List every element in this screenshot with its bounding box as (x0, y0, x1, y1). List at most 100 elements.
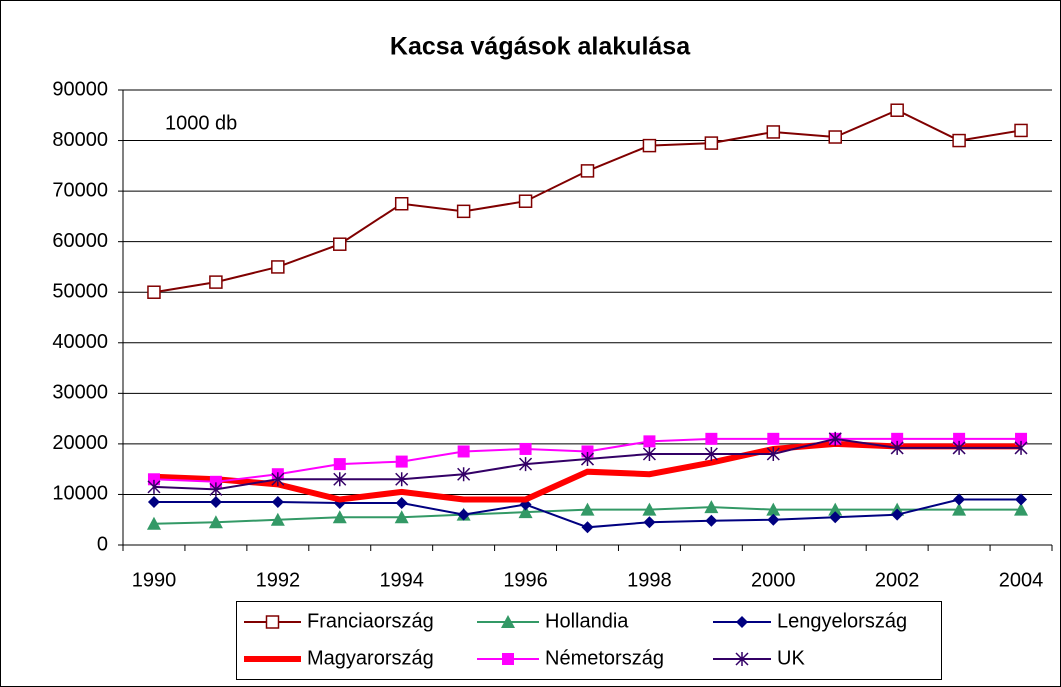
marker (736, 616, 748, 628)
marker-part (147, 473, 160, 486)
marker (890, 103, 904, 117)
marker-part (705, 432, 718, 445)
marker-part (766, 502, 781, 516)
y-tick-label: 20000 (52, 432, 108, 454)
marker (643, 435, 656, 448)
marker-part (580, 502, 595, 516)
marker (519, 442, 532, 455)
marker (952, 133, 966, 148)
marker (271, 472, 285, 487)
marker-part (1014, 440, 1028, 455)
marker (147, 285, 161, 299)
marker-part (271, 496, 284, 509)
legend-label: UK (777, 647, 805, 669)
marker-part (736, 616, 748, 628)
marker-part (580, 164, 595, 178)
marker-part (457, 445, 470, 458)
marker-part (147, 479, 161, 494)
marker (395, 455, 408, 468)
x-tick-label: 1990 (132, 569, 177, 591)
marker (271, 260, 285, 274)
marker-part (642, 502, 657, 516)
marker-part (891, 508, 904, 521)
marker-part (1015, 493, 1028, 506)
marker-part (767, 513, 780, 526)
marker-part (828, 502, 843, 516)
marker-part (395, 497, 408, 510)
marker (333, 472, 347, 487)
marker (265, 615, 280, 629)
y-tick-label: 30000 (52, 382, 108, 404)
marker-part (333, 237, 347, 251)
marker-part (271, 260, 285, 274)
marker (501, 615, 515, 628)
marker (395, 472, 409, 487)
marker (952, 502, 967, 516)
marker-part (456, 204, 471, 219)
marker (208, 515, 223, 529)
marker (147, 479, 161, 494)
marker (518, 505, 533, 519)
y-tick-label: 40000 (52, 331, 108, 353)
marker-part (953, 432, 966, 445)
marker-part (891, 432, 904, 445)
marker (891, 508, 904, 521)
marker (952, 440, 966, 455)
marker-part (704, 500, 719, 514)
marker (502, 653, 514, 665)
marker-part (704, 447, 718, 461)
marker-part (270, 512, 285, 526)
marker-part (209, 496, 222, 509)
marker (147, 473, 160, 486)
marker (705, 432, 718, 445)
marker-part (209, 275, 223, 289)
marker (766, 502, 781, 516)
y-tick-label: 70000 (52, 179, 108, 201)
marker (642, 447, 656, 461)
marker-part (271, 472, 285, 487)
x-tick-label: 1992 (256, 569, 301, 591)
legend-label: Franciaország (307, 610, 434, 632)
marker (704, 500, 719, 514)
marker (580, 452, 595, 467)
x-tick-label: 2000 (751, 569, 796, 591)
marker (580, 502, 595, 516)
marker (1014, 440, 1028, 455)
marker-part (1015, 432, 1028, 445)
marker (209, 496, 222, 509)
x-tick-label: 1996 (503, 569, 548, 591)
marker-part (766, 447, 780, 461)
marker (642, 502, 657, 516)
marker-part (829, 511, 842, 524)
legend (236, 601, 942, 680)
marker-part (395, 472, 409, 487)
marker-part (208, 515, 223, 529)
marker-part (394, 510, 409, 524)
marker (735, 652, 749, 666)
marker-part (457, 508, 470, 521)
legend-label: Magyarország (307, 647, 434, 669)
marker-part (457, 467, 471, 482)
marker-part (766, 125, 781, 139)
y-tick-label: 10000 (52, 483, 108, 505)
marker-part (518, 505, 533, 519)
marker-part (333, 458, 346, 471)
y-tick-label: 90000 (52, 78, 108, 100)
marker-part (209, 475, 222, 488)
marker-part (333, 472, 347, 487)
marker (891, 432, 904, 445)
x-tick-label: 2002 (875, 569, 920, 591)
marker (146, 516, 161, 530)
marker (270, 512, 285, 526)
marker (209, 275, 223, 289)
legend-label: Hollandia (545, 610, 629, 632)
y-tick-label: 80000 (52, 129, 108, 151)
marker-part (265, 615, 280, 629)
marker (333, 458, 346, 471)
x-tick-label: 1998 (627, 569, 672, 591)
marker (333, 237, 347, 251)
marker-part (580, 452, 595, 467)
marker (457, 467, 471, 482)
